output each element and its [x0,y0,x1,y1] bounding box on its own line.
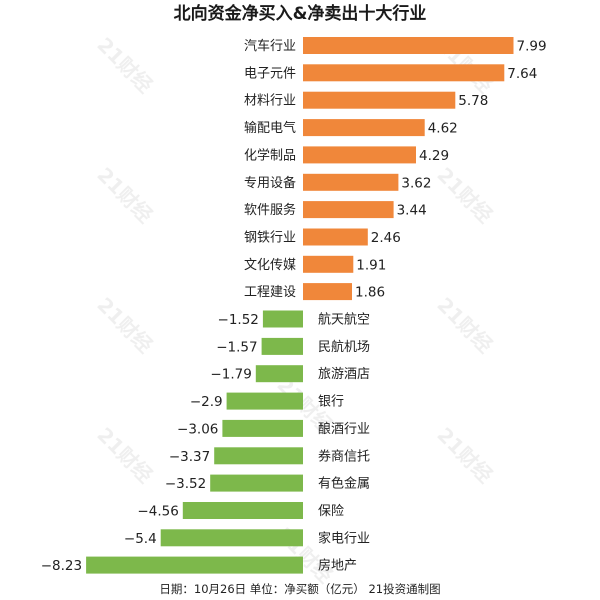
bar-net-buy [303,64,505,82]
value-label: 2.46 [371,230,401,246]
bar-net-buy [303,201,394,219]
bar-net-buy [303,146,416,164]
bar-net-buy [303,255,354,273]
category-label: 软件服务 [244,202,296,218]
bar-net-buy [303,228,368,246]
category-label: 材料行业 [244,94,296,109]
value-label: −2.9 [190,394,223,410]
bar-net-buy [303,91,456,109]
value-label: −4.56 [137,504,178,520]
category-label: 保险 [318,504,344,519]
value-label: −5.4 [124,531,157,547]
value-label: 4.62 [428,121,458,137]
value-label: −3.52 [165,476,206,492]
bar-net-buy [303,119,425,137]
category-label: 汽车行业 [244,38,296,54]
chart-title: 北向资金净买入&净卖出十大行业 [174,3,427,24]
category-label: 有色金属 [318,476,370,492]
labels-layer: 汽车行业 7.99 电子元件 7.64 材料行业 5.78 输配电气 4.62 化学制品 4.29… [41,38,547,574]
bar-net-sell [255,365,303,383]
value-label: 3.44 [397,203,427,219]
value-label: −1.57 [216,339,257,355]
category-label: 输配电气 [244,120,296,136]
category-label: 旅游酒店 [318,367,370,382]
category-label: 家电行业 [318,530,370,546]
bar-net-sell [226,392,303,410]
watermark-text: 21财经 [432,423,497,488]
value-label: 1.86 [355,285,385,301]
category-label: 券商信托 [318,448,370,464]
category-label: 专用设备 [244,175,296,191]
bar-net-buy [303,173,399,191]
category-label: 民航机场 [318,339,370,355]
value-label: −3.37 [169,449,210,465]
value-label: −1.52 [218,312,259,328]
value-label: 4.29 [419,148,449,164]
bar-net-sell [86,556,303,574]
watermark-text: 21财经 [92,293,157,358]
category-label: 酿酒行业 [318,421,370,437]
value-label: 7.99 [517,39,547,55]
value-label: −3.06 [177,421,218,437]
bars-layer [86,37,514,574]
value-label: 5.78 [458,93,488,109]
category-label: 化学制品 [244,147,296,163]
category-label: 航天航空 [318,312,370,328]
bar-net-buy [303,283,352,301]
category-label: 钢铁行业 [244,231,296,246]
watermark-text: 21财经 [432,293,497,358]
value-label: 3.62 [401,175,431,191]
bar-net-sell [262,310,303,328]
bar-net-sell [222,419,303,437]
category-label: 电子元件 [244,66,296,81]
watermark-text: 21财经 [92,163,157,228]
bar-net-sell [182,502,303,519]
bar-net-sell [160,529,303,547]
watermark-text: 21财经 [432,163,497,228]
category-label: 房地产 [318,558,357,574]
bar-net-buy [303,37,514,54]
value-label: −8.23 [41,558,82,574]
chart-footer: 日期：10月26日 单位：净买额（亿元） 21投资通制图 [159,582,440,596]
watermark-text: 21财经 [92,33,157,98]
category-label: 工程建设 [244,285,296,300]
bar-net-sell [210,474,303,492]
bar-net-sell [261,337,303,355]
watermark-text: 21财经 [92,423,157,488]
value-label: 1.91 [356,257,386,273]
bar-net-sell [214,447,303,465]
category-label: 文化传媒 [244,258,296,273]
value-label: −1.79 [210,367,251,383]
category-label: 银行 [318,395,344,410]
value-label: 7.64 [507,66,537,82]
